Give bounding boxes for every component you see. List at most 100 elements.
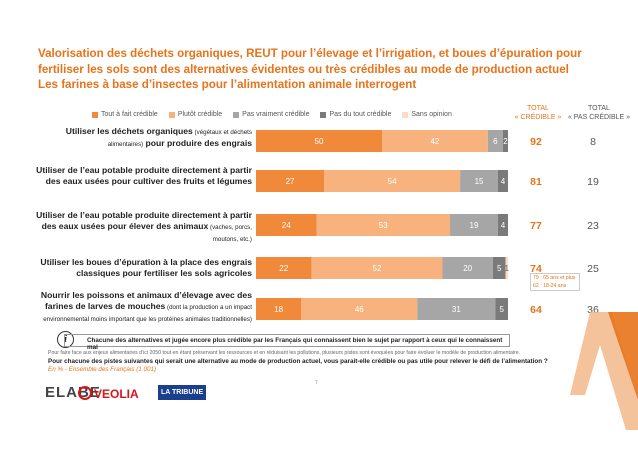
total-credible-value: 77 [530,220,542,232]
bar-segment [450,214,498,236]
legend-label: Pas vraiment crédible [242,111,310,118]
bar-segment [256,257,312,279]
elabe-logo: ELABE [45,384,101,401]
legend-swatch [402,111,409,118]
total-not-credible-header: TOTAL « PAS CRÉDIBLE » [566,104,632,122]
row-label-4-bold: Utiliser les boues d’épuration à la plac… [40,257,252,278]
legend-swatch [233,111,240,118]
total-credible-header-line1: TOTAL [527,105,549,112]
bar-value-label: 24 [282,221,291,230]
legend-item: Pas vraiment crédible [233,111,309,118]
bar-value-label: 5 [497,264,502,273]
legend-item: Pas du tout crédible [320,111,391,118]
row-label-1-bold: Utiliser les déchets organiques [65,126,193,136]
row-label-4: Utiliser les boues d’épuration à la plac… [30,257,252,279]
title-line-1: Valorisation des déchets organiques, REU… [38,47,582,60]
bar-value-label: 20 [463,264,472,273]
bar-segment [497,214,508,236]
bar-segment [311,257,443,279]
row-label-3-bold: Utiliser de l’eau potable produite direc… [36,210,252,231]
bar-segment [417,298,496,320]
slide-title: Valorisation des déchets organiques, REU… [38,46,608,93]
bar-value-label: 22 [279,264,288,273]
info-icon: i [57,331,74,348]
total-credible-value: 64 [530,304,542,316]
bar-value-label: 2 [503,137,508,146]
bar-value-label: 52 [373,264,382,273]
total-credible-value: 81 [530,176,542,188]
age-subgroup-note: 79 : 65 ans et plus 62 : 18-24 ans [530,273,580,291]
bar-value-label: 53 [379,221,388,230]
veolia-logo: VEOLIA [94,387,139,401]
page-number: 7 [315,380,318,386]
survey-question: Pour chacune des pistes suivantes qui se… [48,358,548,365]
bar-value-label: 6 [493,137,498,146]
bar-segment [256,170,325,192]
tribune-logo: LA TRIBUNE [158,385,207,400]
chart-legend: Tout à fait crédible Plutôt crédible Pas… [92,111,452,118]
row-label-1: Utiliser les déchets organiques (végétau… [30,126,252,150]
veolia-logo-mark [78,386,92,400]
total-not-credible-header-line2: « PAS CRÉDIBLE » [567,114,631,121]
total-credible-value: 74 [530,263,542,275]
row-label-5: Nourrir les poissons et animaux d’élevag… [30,290,252,325]
legend-label: Sans opinion [411,111,452,118]
bar-value-label: 4 [501,221,506,230]
bar-segment [505,257,508,279]
total-not-credible-header-line1: TOTAL [588,105,610,112]
bar-segment [460,170,498,192]
bar-value-label: 5 [499,305,504,314]
row-label-1-detail: (végétaux et déchets alimentaires) [107,129,252,148]
row-label-5-bold: Nourrir les poissons et animaux d’élevag… [40,290,252,311]
total-credible-header: TOTAL « CRÉDIBLE » [508,104,568,122]
bar-segment [256,298,302,320]
bar-segment [442,257,493,279]
bar-segment [301,298,418,320]
bar-segment [492,257,506,279]
row-label-5-detail: (dont la production a un impact environn… [43,304,252,323]
total-credible-header-line2: « CRÉDIBLE » [514,114,562,121]
context-footnote: Pour faire face aux enjeux alimentaires … [48,350,521,356]
title-line-2: fertiliser les sols sont des alternative… [38,62,569,76]
row-label-2: Utiliser de l’eau potable produite direc… [30,165,252,187]
bar-value-label: 50 [315,137,324,146]
age-note-line-2: 62 : 18-24 ans [533,283,567,289]
bar-value-label: 42 [430,137,439,146]
legend-item: Tout à fait crédible [92,111,158,118]
bar-segment [324,170,461,192]
age-note-line-1: 79 : 65 ans et plus [533,275,576,281]
legend-swatch [320,111,327,118]
sample-base: En % - Ensemble des Français (1 001) [48,366,157,373]
insight-note: Chacune des alternatives et jugée encore… [64,334,510,351]
row-label-2-bold: Utiliser de l’eau potable produite direc… [36,165,252,186]
bar-value-label: 15 [475,177,484,186]
row-label-3-detail: (vaches, porcs, moutons, etc.) [208,224,252,243]
legend-item: Sans opinion [402,111,452,118]
bar-segment [382,130,488,152]
bar-value-label: 18 [274,305,283,314]
total-not-credible-value: 36 [587,304,599,316]
bar-value-label: 54 [388,177,397,186]
legend-item: Plutôt crédible [168,111,223,118]
total-not-credible-value: 8 [590,136,596,148]
bar-value-label: 19 [470,221,479,230]
bar-value-label: 46 [355,305,364,314]
bar-segment [256,130,382,152]
bar-value-label: 31 [452,305,461,314]
legend-swatch [168,111,175,118]
bar-value-label: 27 [286,177,295,186]
legend-label: Pas du tout crédible [329,111,392,118]
legend-label: Tout à fait crédible [101,111,158,118]
title-line-3: Les farines à base d’insectes pour l’ali… [38,78,417,91]
bar-segment [497,170,508,192]
bar-segment [495,298,508,320]
row-label-1-bold-end: pour produire des engrais [143,138,253,148]
total-not-credible-value: 25 [587,263,599,275]
legend-swatch [92,111,98,118]
bar-segment [316,214,451,236]
row-label-3: Utiliser de l’eau potable produite direc… [30,210,252,245]
bar-segment [502,130,508,152]
legend-label: Plutôt crédible [177,111,223,118]
bar-segment [487,130,503,152]
